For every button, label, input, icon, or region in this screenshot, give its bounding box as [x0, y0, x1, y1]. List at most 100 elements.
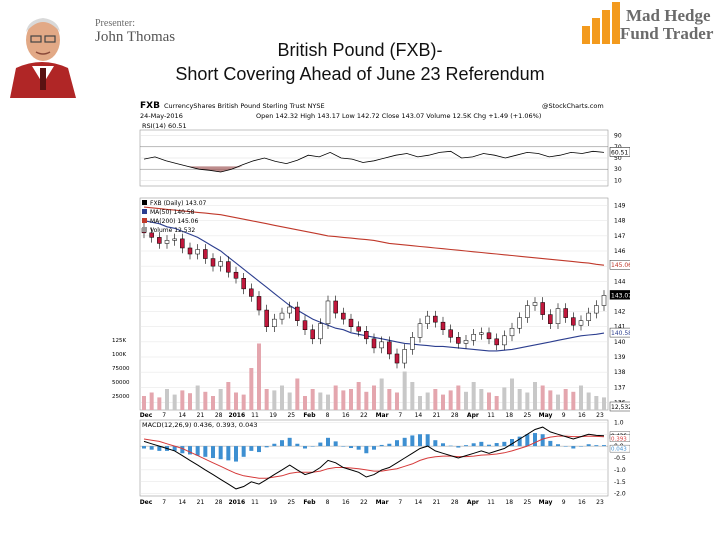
price-tick-label: 149 — [614, 203, 626, 210]
x-tick-label-price: 18 — [505, 412, 513, 419]
volume-tick-label: 100K — [112, 352, 126, 358]
x-tick-label-price: 28 — [451, 412, 459, 419]
ma200-value-label-box — [609, 260, 630, 270]
x-tick-label-price: 16 — [342, 412, 350, 419]
volume-bar — [310, 389, 315, 410]
macd-histogram-bar — [157, 446, 162, 451]
volume-bar — [218, 389, 223, 410]
candle-body — [479, 332, 484, 335]
x-tick-label-macd: 11 — [487, 499, 495, 506]
candle-body — [586, 312, 591, 321]
volume-bar — [387, 389, 392, 410]
macd-histogram-bar — [425, 434, 430, 447]
volume-bar — [602, 397, 606, 410]
volume-bar — [333, 385, 338, 410]
x-tick-label-price: 28 — [215, 412, 223, 419]
x-tick-label-price: 14 — [415, 412, 423, 419]
candle-body — [532, 302, 538, 306]
macd-histogram-bar — [441, 443, 445, 447]
macd-histogram-bar — [387, 443, 392, 447]
macd-histogram-bar — [456, 446, 461, 448]
chart-description: CurrencyShares British Pound Sterling Tr… — [164, 102, 325, 110]
macd-tick-label: -1.5 — [614, 479, 626, 486]
x-tick-label-price: Apr — [467, 412, 479, 419]
macd-histogram-bar — [149, 446, 154, 450]
volume-bar — [234, 392, 238, 410]
volume-bar — [264, 389, 269, 410]
x-tick-label-price: 7 — [162, 412, 166, 419]
candle-body — [594, 305, 599, 314]
macd-histogram-bar — [571, 446, 576, 449]
macd-histogram-bar — [295, 443, 300, 447]
candle-body — [226, 261, 231, 273]
x-tick-label-price: 25 — [524, 412, 532, 419]
macd-value-box — [609, 434, 630, 442]
macd-histogram-bar — [479, 441, 484, 447]
macd-histogram-bar — [341, 446, 346, 447]
x-tick-label-macd: 7 — [398, 499, 402, 506]
macd-histogram-bar — [303, 446, 307, 449]
volume-bar — [464, 391, 468, 410]
legend-swatch — [142, 200, 147, 205]
candle-body — [195, 249, 200, 255]
volume-bar — [303, 396, 307, 410]
volume-bar — [142, 396, 146, 410]
macd-histogram-bar — [556, 444, 560, 447]
volume-bar — [540, 385, 545, 410]
price-tick-label: 137 — [614, 384, 626, 391]
macd-histogram-bar — [188, 446, 192, 455]
x-tick-label-macd: May — [539, 499, 553, 506]
macd-histogram-bar — [533, 433, 537, 447]
macd-histogram-bar — [280, 440, 284, 447]
slide-subtitle: Short Covering Ahead of June 23 Referend… — [175, 64, 545, 84]
chart-symbol: FXB — [140, 101, 160, 111]
price-tick-label: 139 — [614, 354, 626, 361]
volume-tick-label: 125K — [112, 338, 126, 344]
macd-histogram-bar — [448, 445, 453, 447]
macd-histogram-bar — [602, 445, 606, 447]
x-tick-label-price: 22 — [360, 412, 368, 419]
volume-bar — [326, 394, 330, 410]
macd-histogram-bar — [372, 446, 376, 450]
x-tick-label-price: 21 — [433, 412, 441, 419]
candle-body — [341, 312, 346, 320]
candle-body — [463, 340, 469, 344]
volume-bar — [471, 382, 476, 410]
candle-body — [287, 306, 292, 314]
candle-body — [180, 238, 185, 249]
logo-bars-icon — [582, 2, 620, 44]
macd-value-box — [609, 444, 630, 453]
macd-histogram-bar — [241, 446, 246, 457]
legend-swatch — [142, 209, 147, 214]
x-tick-label-macd: 25 — [287, 499, 295, 506]
x-tick-label-macd: 14 — [178, 499, 186, 506]
volume-bar — [563, 389, 568, 410]
volume-bar — [272, 390, 277, 410]
macd-histogram-bar — [563, 446, 568, 447]
x-tick-label-macd: 2016 — [228, 499, 245, 506]
x-tick-label-price: 21 — [197, 412, 205, 419]
volume-bar — [533, 382, 537, 410]
x-tick-label-price: 25 — [287, 412, 295, 419]
macd-histogram-bar — [402, 437, 407, 447]
price-tick-label: 144 — [614, 278, 626, 285]
candle-body — [601, 295, 607, 306]
x-tick-label-macd: Dec — [140, 499, 153, 506]
volume-bar — [456, 385, 461, 410]
candle-body — [279, 312, 285, 320]
price-tick-label: 138 — [614, 369, 626, 376]
volume-bar — [586, 392, 591, 410]
x-tick-label-macd: 25 — [524, 499, 532, 506]
candle-body — [172, 238, 177, 241]
candle-body — [525, 305, 530, 318]
x-tick-label-price: 16 — [578, 412, 586, 419]
volume-bar — [318, 392, 323, 410]
volume-bar — [594, 396, 599, 410]
candle-body — [348, 318, 354, 327]
volume-bar — [157, 397, 162, 410]
macd-histogram-bar — [548, 440, 553, 447]
candle-body — [563, 308, 568, 318]
price-tick-label: 140 — [614, 339, 626, 346]
x-tick-label-macd: 21 — [433, 499, 441, 506]
volume-bar — [502, 387, 507, 410]
